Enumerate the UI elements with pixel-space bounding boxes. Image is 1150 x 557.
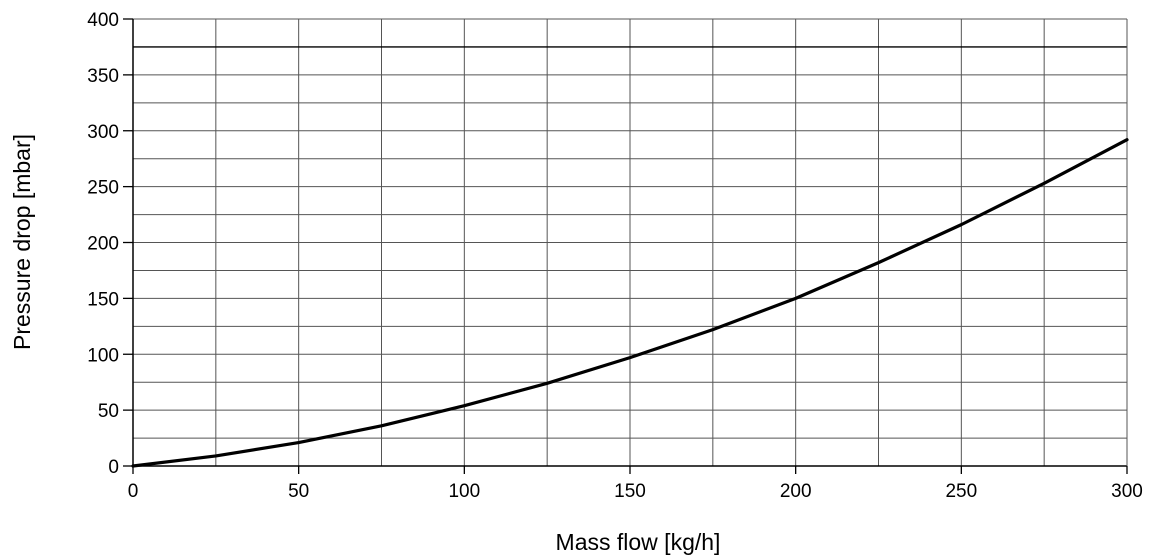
x-tick-label: 300 — [1111, 481, 1143, 502]
series-line — [131, 138, 1129, 468]
y-tick-label: 250 — [87, 178, 119, 199]
y-tick-label: 100 — [87, 345, 119, 366]
x-tick-label: 250 — [945, 481, 977, 502]
y-tick-label: 200 — [87, 234, 119, 255]
y-tick-label: 300 — [87, 122, 119, 143]
y-tick-label: 150 — [87, 289, 119, 310]
axes — [123, 18, 1128, 474]
y-tick-labels: 0 50 100 150 200 250 300 350 400 — [87, 10, 119, 478]
y-tick-label: 350 — [87, 66, 119, 87]
x-tick-label: 50 — [288, 481, 309, 502]
y-tick-label: 0 — [108, 457, 119, 478]
x-tick-label: 200 — [780, 481, 812, 502]
x-axis-title: Mass flow [kg/h] — [556, 529, 721, 555]
series-layer — [131, 138, 1129, 468]
x-tick-labels: 0 50 100 150 200 250 300 — [128, 481, 1143, 502]
y-tick-label: 50 — [98, 401, 119, 422]
x-tick-label: 0 — [128, 481, 139, 502]
grid-lines — [133, 18, 1127, 466]
y-tick-label: 400 — [87, 10, 119, 31]
y-axis-title: Pressure drop [mbar] — [9, 134, 35, 350]
x-tick-label: 150 — [614, 481, 646, 502]
x-tick-label: 100 — [448, 481, 480, 502]
